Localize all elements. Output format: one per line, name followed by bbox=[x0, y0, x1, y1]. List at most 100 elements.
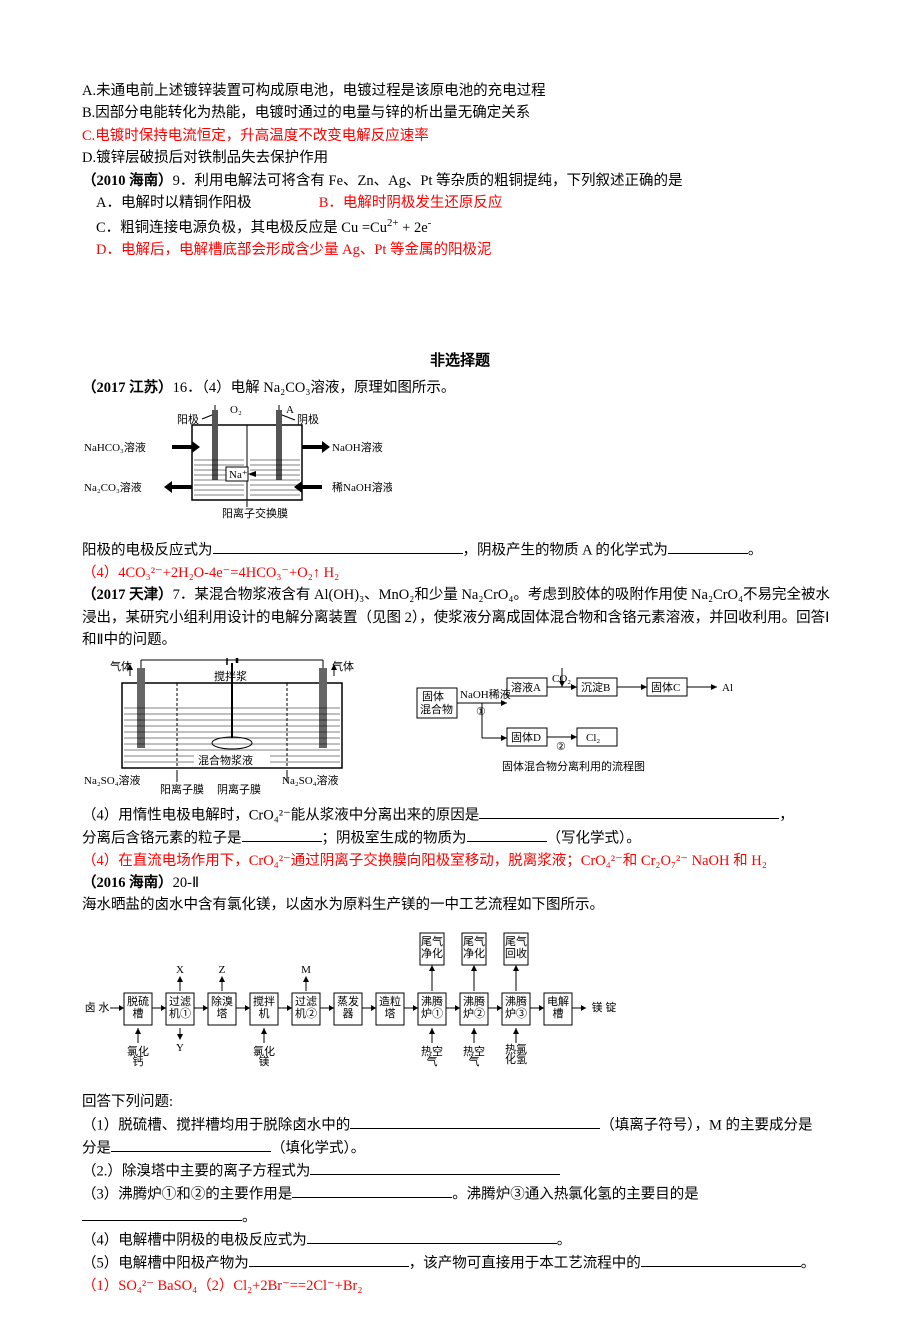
q-2010-title: （2010 海南） bbox=[82, 173, 173, 189]
blank-hn1b[interactable] bbox=[111, 1137, 271, 1153]
label-gas-l: 气体 bbox=[110, 659, 132, 673]
figure-2017tj: 搅拌浆 混合物浆液 气体 气体 + Na₂SO₄溶液 Na₂SO₄溶液 阳离子膜… bbox=[82, 658, 838, 798]
q-2017js-text: 16．（4）电解 Na₂CO₃溶液，原理如图所示。 bbox=[173, 380, 456, 396]
text-cathode-a: ，阴极产生的物质 A 的化学式为 bbox=[463, 542, 668, 558]
text-hn5a: （5）电解槽中阳极产物为 bbox=[82, 1255, 249, 1271]
q-2010-text: 9．利用电解法可将含有 Fe、Zn、Ag、Pt 等杂质的粗铜提纯，下列叙述正确的… bbox=[173, 173, 683, 189]
svg-text:塔: 塔 bbox=[385, 1007, 396, 1020]
text-4b: 分离后含铬元素的粒子是 bbox=[82, 830, 242, 846]
text-anode-eq: 阳极的电极反应式为 bbox=[82, 542, 213, 558]
text-hn1a: （1）脱硫槽、搅拌槽均用于脱除卤水中的 bbox=[82, 1117, 350, 1133]
label-gas-r: 气体 bbox=[332, 659, 354, 673]
svg-text:塔: 塔 bbox=[217, 1007, 228, 1020]
label-naoh: NaOH溶液 bbox=[332, 440, 383, 454]
option-a: A.未通电前上述镀锌装置可构成原电池，电镀过程是该原电池的充电过程 bbox=[82, 80, 838, 102]
text-hn1b: （填离子符号），M 的主要成分是 bbox=[600, 1117, 812, 1133]
svg-text:气: 气 bbox=[469, 1054, 480, 1068]
label-precB: 沉淀B bbox=[581, 680, 610, 694]
svg-text:回收: 回收 bbox=[505, 946, 527, 960]
q-2016hn-1: （1）脱硫槽、搅拌槽均用于脱除卤水中的 （填离子符号），M 的主要成分是 bbox=[82, 1114, 838, 1137]
text-4c: ；阴极室生成的物质为 bbox=[322, 830, 467, 846]
svg-text:尾气: 尾气 bbox=[421, 934, 443, 948]
svg-text:沸腾: 沸腾 bbox=[463, 994, 485, 1008]
q-2010-a: A．电解时以精铜作阳极 bbox=[96, 195, 251, 211]
svg-text:机①: 机① bbox=[169, 1006, 191, 1020]
svg-text:Z: Z bbox=[219, 964, 226, 976]
q-2010-c: C．粗铜连接电源负极，其电极反应是 Cu =Cu2+ + 2e- bbox=[82, 215, 838, 239]
q-2010-d: D．电解后，电解槽底部会形成含少量 Ag、Pt 等金属的阳极泥 bbox=[82, 239, 838, 261]
blank-hn1a[interactable] bbox=[350, 1114, 600, 1130]
ans-2017js: （4）4CO₃²⁻+2H₂O-4e⁻=4HCO₃⁻+O₂↑ H₂ bbox=[82, 562, 838, 584]
q-2016hn: （2016 海南）20-Ⅱ bbox=[82, 872, 838, 894]
label-nahco3: NaHCO₃溶液 bbox=[84, 440, 146, 454]
q-2010-opts-row1: A．电解时以精铜作阳极 B．电解时阴极发生还原反应 bbox=[82, 192, 838, 214]
q-2010-c-pre: C．粗铜连接电源负极，其电极反应是 Cu =Cu bbox=[96, 220, 387, 236]
q-2016hn-title: （2016 海南） bbox=[82, 875, 173, 891]
q-2017js-title: （2017 江苏） bbox=[82, 380, 173, 396]
blank-4c[interactable] bbox=[467, 827, 547, 843]
caption-flow: 固体混合物分离利用的流程图 bbox=[502, 759, 645, 773]
text-4a: （4）用惰性电极电解时，CrO₄²⁻能从浆液中分离出来的原因是 bbox=[82, 807, 479, 823]
label-na2so4-l: Na₂SO₄溶液 bbox=[84, 773, 141, 787]
blank-hn5b[interactable] bbox=[641, 1252, 801, 1268]
blank-hn2[interactable] bbox=[310, 1160, 560, 1176]
label-dilnaoh: 稀NaOH溶液 bbox=[332, 480, 392, 494]
blank-hn3b[interactable] bbox=[82, 1206, 242, 1222]
svg-text:除溴: 除溴 bbox=[211, 994, 233, 1008]
section-title: 非选择题 bbox=[82, 350, 838, 373]
n-brine: 卤 水 bbox=[85, 1001, 110, 1014]
q-2010-hainan: （2010 海南）9．利用电解法可将含有 Fe、Zn、Ag、Pt 等杂质的粗铜提… bbox=[82, 170, 838, 192]
q-2016hn-intro: 海水晒盐的卤水中含有氯化镁，以卤水为原料生产镁的一中工艺流程如下图所示。 bbox=[82, 894, 838, 916]
q-2016hn-4: （4）电解槽中阴极的电极反应式为。 bbox=[82, 1229, 838, 1252]
label-solid-mix: 固体 bbox=[422, 689, 444, 703]
blank-hn4[interactable] bbox=[307, 1229, 557, 1245]
svg-text:尾气: 尾气 bbox=[463, 934, 485, 948]
label-solidD: 固体D bbox=[511, 730, 541, 744]
label-anode: 阳极 bbox=[177, 412, 199, 426]
svg-text:M: M bbox=[301, 964, 311, 976]
q-2017js: （2017 江苏）16．（4）电解 Na₂CO₃溶液，原理如图所示。 bbox=[82, 377, 838, 399]
sup-minus: - bbox=[428, 217, 432, 229]
blank-4a[interactable] bbox=[479, 804, 779, 820]
q-2017js-blank: 阳极的电极反应式为，阴极产生的物质 A 的化学式为。 bbox=[82, 539, 838, 562]
blank-cathode-a[interactable] bbox=[668, 539, 748, 555]
option-b: B.因部分电能转化为热能，电镀时通过的电量与锌的析出量无确定关系 bbox=[82, 102, 838, 124]
svg-text:混合物: 混合物 bbox=[420, 702, 453, 716]
blank-anode-eq[interactable] bbox=[213, 539, 463, 555]
q-2016hn-5: （5）电解槽中阳极产物为，该产物可直接用于本工艺流程中的。 bbox=[82, 1252, 838, 1275]
label-circ2: ② bbox=[556, 741, 566, 753]
svg-text:过滤: 过滤 bbox=[295, 995, 317, 1008]
svg-text:蒸发: 蒸发 bbox=[337, 994, 359, 1008]
label-Al: Al bbox=[722, 682, 733, 694]
q-2010-b: B．电解时阴极发生还原反应 bbox=[319, 195, 503, 211]
svg-text:尾气: 尾气 bbox=[505, 934, 527, 948]
svg-text:沸腾: 沸腾 bbox=[421, 994, 443, 1008]
svg-text:过滤: 过滤 bbox=[169, 995, 191, 1008]
q-2017tj-title: （2017 天津） bbox=[82, 587, 173, 603]
svg-text:气: 气 bbox=[427, 1054, 438, 1068]
blank-hn3a[interactable] bbox=[292, 1183, 452, 1199]
label-na2so4-r: Na₂SO₄溶液 bbox=[282, 773, 339, 787]
label-na2co3: Na₂CO₃溶液 bbox=[84, 480, 142, 494]
label-mix: 混合物浆液 bbox=[198, 753, 253, 767]
q-2016hn-header: 回答下列问题: bbox=[82, 1091, 838, 1113]
blank-4b[interactable] bbox=[242, 827, 322, 843]
text-hn4: （4）电解槽中阴极的电极反应式为 bbox=[82, 1232, 307, 1248]
n-desulf1: 脱硫 bbox=[127, 994, 149, 1008]
svg-text:机: 机 bbox=[259, 1006, 270, 1020]
blank-hn5a[interactable] bbox=[249, 1252, 409, 1268]
svg-text:镁: 镁 bbox=[259, 1054, 270, 1068]
svg-text:镁 锭: 镁 锭 bbox=[592, 1000, 617, 1014]
q-2016hn-num: 20-Ⅱ bbox=[173, 875, 199, 891]
label-stir: 搅拌浆 bbox=[214, 669, 247, 683]
n-desulf2: 槽 bbox=[133, 1007, 144, 1020]
label-mem-a: 阳离子膜 bbox=[160, 782, 204, 796]
svg-text:电解: 电解 bbox=[547, 994, 569, 1008]
label-na: Na⁺ bbox=[229, 469, 248, 481]
svg-text:炉③: 炉③ bbox=[505, 1007, 527, 1020]
q-2017tj-text: 7．某混合物浆液含有 Al(OH)₃、MnO₂和少量 Na₂CrO₄。考虑到胶体… bbox=[82, 587, 830, 648]
q-2016hn-2: （2.）除溴塔中主要的离子方程式为 bbox=[82, 1160, 838, 1183]
svg-text:化氢: 化氢 bbox=[505, 1052, 527, 1066]
figure-2016hn: 卤 水 脱硫槽 氯化钙 过滤机① X Y 除溴塔 Z 搅拌机 氯化镁 过滤机② … bbox=[82, 923, 838, 1085]
label-solidC: 固体C bbox=[651, 680, 680, 694]
